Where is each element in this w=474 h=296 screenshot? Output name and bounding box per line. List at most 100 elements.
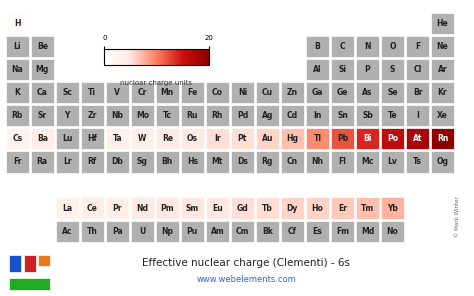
Text: Ir: Ir <box>214 134 221 143</box>
Text: Cn: Cn <box>287 157 298 166</box>
FancyBboxPatch shape <box>231 105 254 126</box>
Text: Pr: Pr <box>112 204 122 213</box>
FancyBboxPatch shape <box>256 82 279 103</box>
FancyBboxPatch shape <box>381 221 404 242</box>
FancyBboxPatch shape <box>31 128 54 149</box>
FancyBboxPatch shape <box>431 82 454 103</box>
Text: Ts: Ts <box>413 157 422 166</box>
FancyBboxPatch shape <box>281 221 304 242</box>
Text: I: I <box>416 111 419 120</box>
FancyBboxPatch shape <box>431 105 454 126</box>
FancyBboxPatch shape <box>331 82 354 103</box>
FancyBboxPatch shape <box>381 151 404 173</box>
FancyBboxPatch shape <box>156 197 179 219</box>
FancyBboxPatch shape <box>6 13 29 34</box>
FancyBboxPatch shape <box>206 82 229 103</box>
Text: Tc: Tc <box>163 111 172 120</box>
Text: Tl: Tl <box>313 134 321 143</box>
FancyBboxPatch shape <box>31 105 54 126</box>
FancyBboxPatch shape <box>306 82 329 103</box>
FancyBboxPatch shape <box>106 197 129 219</box>
FancyBboxPatch shape <box>381 105 404 126</box>
FancyBboxPatch shape <box>231 151 254 173</box>
Text: Ru: Ru <box>187 111 198 120</box>
FancyBboxPatch shape <box>56 197 79 219</box>
FancyBboxPatch shape <box>206 221 229 242</box>
Text: Ga: Ga <box>312 88 323 97</box>
FancyBboxPatch shape <box>156 105 179 126</box>
Text: Ba: Ba <box>37 134 48 143</box>
Text: Nb: Nb <box>111 111 123 120</box>
FancyBboxPatch shape <box>181 197 204 219</box>
Text: O: O <box>389 42 396 51</box>
Text: H: H <box>14 19 20 28</box>
FancyBboxPatch shape <box>431 36 454 57</box>
FancyBboxPatch shape <box>181 221 204 242</box>
Text: Ac: Ac <box>62 227 73 236</box>
FancyBboxPatch shape <box>156 82 179 103</box>
Text: www.webelements.com: www.webelements.com <box>197 275 296 284</box>
FancyBboxPatch shape <box>331 105 354 126</box>
Text: Fr: Fr <box>13 157 21 166</box>
Text: Mn: Mn <box>161 88 174 97</box>
Text: Ne: Ne <box>437 42 448 51</box>
Text: Sg: Sg <box>137 157 148 166</box>
FancyBboxPatch shape <box>356 36 379 57</box>
FancyBboxPatch shape <box>356 128 379 149</box>
FancyBboxPatch shape <box>81 128 104 149</box>
Text: Fl: Fl <box>338 157 346 166</box>
FancyBboxPatch shape <box>306 36 329 57</box>
Text: In: In <box>313 111 322 120</box>
Text: Ce: Ce <box>87 204 98 213</box>
FancyBboxPatch shape <box>406 36 429 57</box>
FancyBboxPatch shape <box>106 105 129 126</box>
Text: Rg: Rg <box>262 157 273 166</box>
FancyBboxPatch shape <box>31 59 54 80</box>
Text: Ag: Ag <box>262 111 273 120</box>
FancyBboxPatch shape <box>406 128 429 149</box>
FancyBboxPatch shape <box>56 151 79 173</box>
Text: No: No <box>387 227 399 236</box>
FancyBboxPatch shape <box>356 105 379 126</box>
FancyBboxPatch shape <box>406 105 429 126</box>
FancyBboxPatch shape <box>306 105 329 126</box>
Text: F: F <box>415 42 420 51</box>
Text: Si: Si <box>338 65 346 74</box>
FancyBboxPatch shape <box>6 36 29 57</box>
Text: Md: Md <box>361 227 374 236</box>
Text: Al: Al <box>313 65 322 74</box>
FancyBboxPatch shape <box>381 82 404 103</box>
FancyBboxPatch shape <box>306 197 329 219</box>
Text: Ca: Ca <box>37 88 48 97</box>
FancyBboxPatch shape <box>31 82 54 103</box>
FancyBboxPatch shape <box>431 59 454 80</box>
Text: Db: Db <box>111 157 123 166</box>
FancyBboxPatch shape <box>181 151 204 173</box>
FancyBboxPatch shape <box>81 151 104 173</box>
FancyBboxPatch shape <box>181 105 204 126</box>
FancyBboxPatch shape <box>256 221 279 242</box>
Text: Co: Co <box>212 88 223 97</box>
FancyBboxPatch shape <box>131 221 154 242</box>
FancyBboxPatch shape <box>231 197 254 219</box>
FancyBboxPatch shape <box>206 151 229 173</box>
Text: Te: Te <box>388 111 397 120</box>
FancyBboxPatch shape <box>206 197 229 219</box>
FancyBboxPatch shape <box>6 105 29 126</box>
Text: Zn: Zn <box>287 88 298 97</box>
Text: Rf: Rf <box>88 157 97 166</box>
Text: Bk: Bk <box>262 227 273 236</box>
FancyBboxPatch shape <box>156 221 179 242</box>
FancyBboxPatch shape <box>406 59 429 80</box>
Text: C: C <box>340 42 345 51</box>
FancyBboxPatch shape <box>181 128 204 149</box>
Text: nucloar charge units: nucloar charge units <box>120 80 192 86</box>
Text: Es: Es <box>312 227 322 236</box>
Text: Eu: Eu <box>212 204 223 213</box>
Text: Hf: Hf <box>87 134 97 143</box>
FancyBboxPatch shape <box>356 82 379 103</box>
FancyBboxPatch shape <box>6 59 29 80</box>
FancyBboxPatch shape <box>356 221 379 242</box>
FancyBboxPatch shape <box>31 151 54 173</box>
FancyBboxPatch shape <box>331 151 354 173</box>
